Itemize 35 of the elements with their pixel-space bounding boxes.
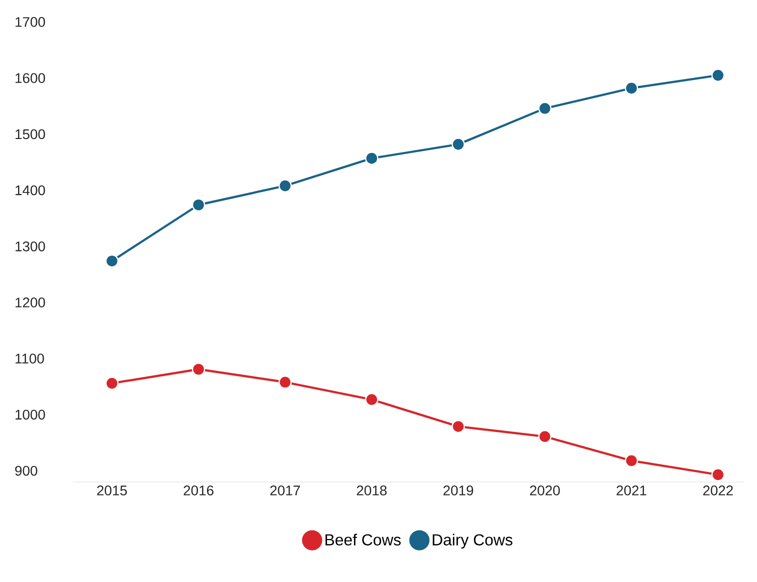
x-tick-label: 2019 <box>443 486 474 496</box>
point <box>365 392 378 406</box>
x-tick-label: 2015 <box>97 486 127 496</box>
point <box>278 179 292 192</box>
x-tick-label: 2016 <box>184 486 214 496</box>
point <box>624 82 638 95</box>
x-tick-label: 2022 <box>703 486 733 496</box>
y-tick-label: 1600 <box>16 73 46 84</box>
point <box>711 468 725 482</box>
y-tick-label: 900 <box>15 466 38 476</box>
y-tick-label: 1500 <box>16 129 46 140</box>
point <box>538 102 552 115</box>
x-tick-label: 2020 <box>530 486 560 496</box>
y-tick-label: 1200 <box>16 298 46 308</box>
legend-label: Dairy Cows <box>432 534 512 549</box>
point <box>192 362 206 376</box>
legend-label: Beef Cows <box>326 534 401 546</box>
y-tick-label: 1700 <box>16 17 46 27</box>
point <box>538 430 552 444</box>
point <box>365 152 378 165</box>
x-tick-label: 2021 <box>616 486 646 496</box>
point <box>278 376 292 389</box>
point <box>452 138 465 151</box>
y-tick-label: 1400 <box>16 185 46 196</box>
x-tick-label: 2018 <box>356 486 387 496</box>
point <box>711 68 725 82</box>
point <box>452 420 465 434</box>
point <box>105 254 119 268</box>
y-tick-label: 1000 <box>16 410 46 420</box>
point <box>105 376 119 390</box>
point <box>624 454 638 468</box>
y-tick-label: 1300 <box>16 241 46 252</box>
y-tick-label: 1100 <box>16 354 44 364</box>
point <box>192 198 206 212</box>
x-tick-label: 2017 <box>270 486 300 496</box>
